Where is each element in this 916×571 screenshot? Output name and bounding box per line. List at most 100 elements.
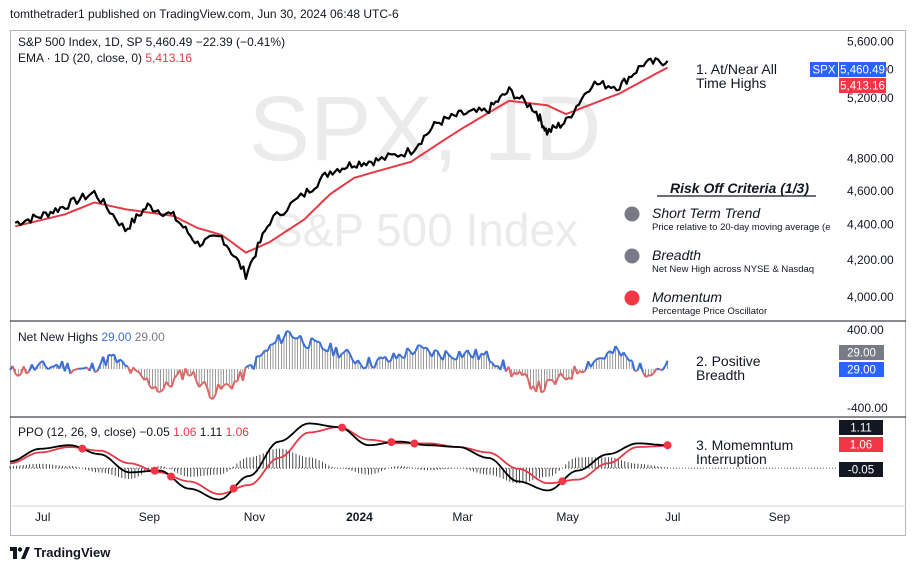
ppo-legend-value: 1.06	[226, 425, 250, 439]
x-tick-label: Jul	[35, 510, 50, 524]
nnh-line-segment	[357, 359, 362, 366]
tradingview-mark-icon	[10, 546, 30, 559]
nnh-line-segment	[363, 366, 367, 370]
nnh-line-segment	[614, 345, 620, 351]
nnh-line-segment	[376, 356, 381, 361]
nnh-line-segment	[310, 337, 315, 341]
nnh-line-segment	[581, 369, 587, 374]
x-tick-label: Sep	[769, 510, 791, 524]
nnh-line-segment	[162, 381, 168, 390]
nnh-line-segment	[584, 361, 590, 371]
nnh-line-segment	[195, 380, 201, 388]
nnh-line-segment	[75, 367, 79, 371]
nnh-blue-badge: 29.00	[847, 365, 876, 377]
annotation-2: 2. Positive	[696, 353, 761, 369]
nnh-line-segment	[414, 344, 420, 352]
nnh-line-segment	[406, 347, 411, 352]
nnh-line-segment	[245, 364, 249, 369]
nnh-line-segment	[209, 396, 214, 400]
annotation-3: 3. Momemntum	[696, 437, 793, 453]
ppo-legend-value: −0.05	[139, 425, 173, 439]
annotation-1: Time Highs	[696, 75, 766, 91]
x-tick-label: May	[556, 510, 579, 524]
nnh-line-segment	[96, 363, 102, 371]
nnh-line-segment	[258, 353, 263, 358]
nnh-line-segment	[346, 348, 351, 354]
nnh-line-segment	[337, 353, 343, 359]
y-tick-label: 4,600.00	[847, 184, 894, 198]
nnh-line-segment	[489, 360, 493, 364]
tradingview-logo[interactable]: TradingView	[10, 545, 110, 560]
nnh-line-segment	[214, 383, 220, 395]
nnh-line-segment	[658, 368, 663, 372]
nnh-line-segment	[373, 359, 379, 369]
nnh-line-segment	[165, 381, 170, 387]
nnh-line-segment	[398, 353, 403, 358]
nnh-line-segment	[299, 335, 305, 344]
nnh-line-segment	[261, 349, 266, 355]
nnh-legend-value: 29.00	[101, 330, 134, 344]
criteria-item-desc: Price relative to 20-day moving average …	[652, 222, 830, 233]
nnh-line-segment	[653, 368, 658, 374]
nnh-line-segment	[579, 370, 584, 374]
nnh-line-segment	[272, 341, 277, 345]
nnh-line-segment	[576, 370, 581, 375]
price-line	[14, 57, 669, 280]
nnh-line-segment	[198, 383, 203, 388]
nnh-line-segment	[181, 368, 187, 381]
nnh-line-segment	[211, 393, 217, 400]
nnh-line-segment	[466, 349, 472, 356]
price-badge: 5,460.49	[840, 65, 885, 77]
nnh-line-segment	[44, 365, 50, 371]
nnh-line-segment	[441, 350, 447, 361]
nnh-line-segment	[104, 354, 110, 367]
nnh-line-segment	[631, 360, 636, 372]
criteria-item-name: Short Term Trend	[652, 205, 761, 221]
nnh-line-segment	[461, 352, 466, 359]
nnh-line-segment	[69, 369, 74, 375]
price-badge-bg	[839, 62, 886, 77]
nnh-line-segment	[33, 365, 39, 371]
nnh-line-segment	[387, 359, 392, 363]
nnh-line-segment	[491, 362, 496, 368]
nnh-line-segment	[348, 353, 354, 361]
nnh-line-segment	[192, 371, 198, 382]
nnh-line-segment	[277, 334, 283, 344]
nnh-line-segment	[119, 358, 123, 362]
nnh-line-segment	[108, 353, 112, 357]
nnh-line-segment	[132, 366, 137, 372]
x-tick-label: Jul	[665, 510, 680, 524]
nnh-line-segment	[283, 330, 288, 338]
nnh-line-segment	[595, 357, 600, 361]
nnh-blue-badge-bg	[839, 362, 884, 377]
nnh-line-segment	[436, 350, 442, 357]
nnh-line-segment	[384, 356, 389, 363]
nnh-legend: Net New Highs 29.00 29.00	[18, 330, 165, 344]
nnh-line-segment	[288, 331, 294, 338]
watermark-symbol: SPX, 1D	[249, 78, 602, 180]
nnh-line-segment	[592, 358, 598, 363]
spx-tag: SPX	[812, 65, 835, 77]
ppo-cross-marker	[150, 466, 159, 475]
nnh-line-segment	[318, 341, 324, 350]
nnh-line-segment	[502, 359, 507, 372]
nnh-line-segment	[447, 353, 452, 358]
nnh-line-segment	[622, 351, 628, 358]
y-tick-label: 5,600.00	[847, 35, 894, 49]
nnh-line-segment	[425, 346, 431, 353]
criteria-item-name: Breadth	[652, 247, 701, 263]
nnh-line-segment	[359, 363, 365, 370]
ppo-red-badge-bg	[839, 437, 883, 452]
ema-legend-value: 5,413.16	[145, 51, 192, 65]
chart-frame[interactable]	[10, 30, 906, 536]
ppo-cross-marker	[410, 439, 419, 448]
nnh-line-segment	[570, 365, 576, 380]
nnh-line-segment	[573, 365, 579, 375]
annotation-2: Breadth	[696, 367, 745, 383]
y-tick-label: 4,200.00	[847, 253, 894, 267]
nnh-line-segment	[434, 349, 438, 353]
nnh-line-segment	[450, 356, 455, 360]
criteria-status-dot	[624, 206, 640, 222]
nnh-line-segment	[94, 369, 99, 374]
